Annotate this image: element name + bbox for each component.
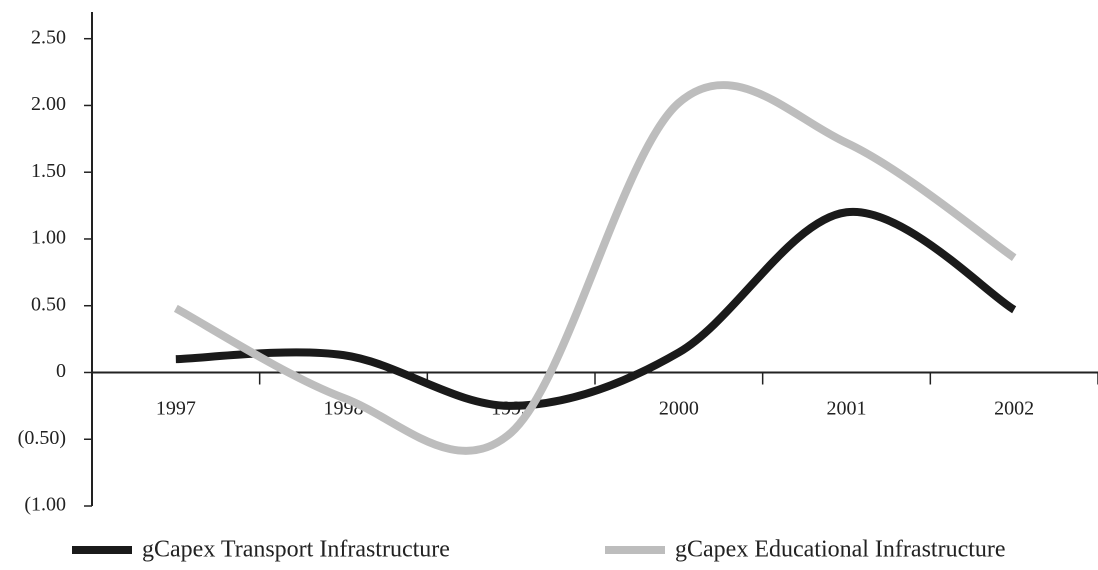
y-tick-label: 1.00 [31, 227, 66, 249]
y-tick-label: 2.00 [31, 93, 66, 115]
x-tick-label: 2000 [659, 398, 699, 420]
legend-label: gCapex Educational Infrastructure [675, 537, 1006, 563]
y-tick-label: 0.50 [31, 293, 66, 315]
line-series [175, 208, 1017, 410]
line-series [173, 81, 1017, 455]
x-tick-label: 2002 [994, 398, 1034, 420]
y-tick-label: 1.50 [31, 160, 66, 182]
legend-label: gCapex Transport Infrastructure [142, 537, 450, 563]
x-tick-label: 1997 [156, 398, 196, 420]
y-tick-label: 2.50 [31, 26, 66, 48]
x-tick-label: 2001 [827, 398, 867, 420]
y-tick-label: 0 [56, 360, 66, 382]
y-tick-label: (0.50) [18, 427, 66, 449]
y-tick-label: (1.00 [24, 494, 66, 516]
